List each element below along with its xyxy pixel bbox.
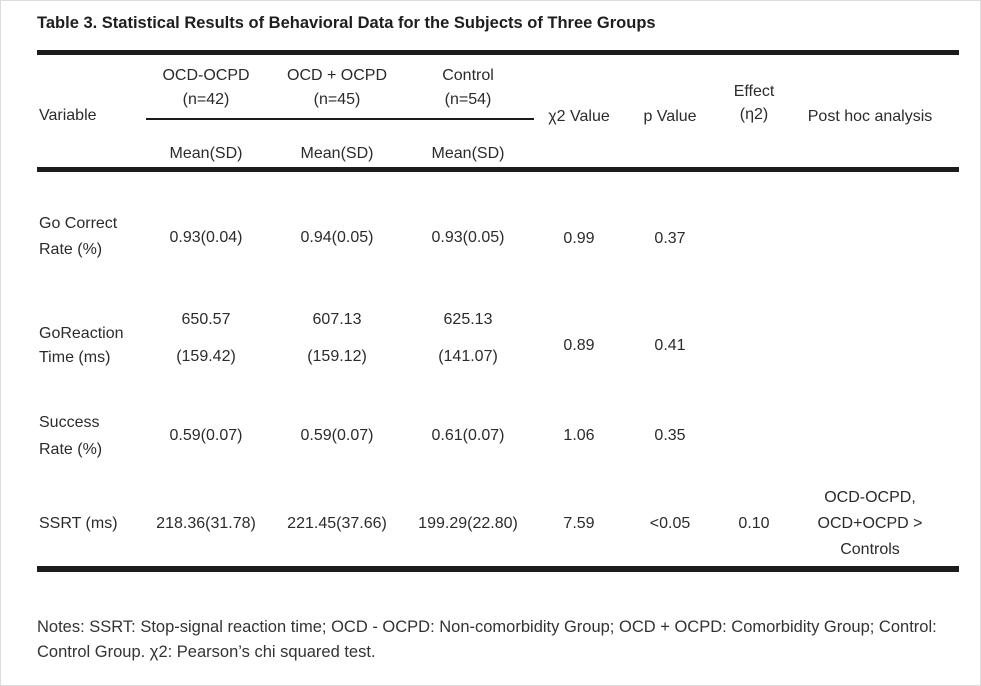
header-group2-name: OCD + OCPD	[286, 67, 388, 85]
header-p: p Value	[643, 108, 697, 126]
header-group1-n: (n=42)	[182, 91, 230, 109]
header-group1-name: OCD-OCPD	[162, 67, 250, 85]
row-variable-line2: Time (ms)	[39, 349, 111, 367]
header-group2-n: (n=45)	[313, 91, 361, 109]
header-chi2: χ2 Value	[548, 108, 610, 126]
header-group3-n: (n=54)	[444, 91, 492, 109]
row-variable-line1: GoReaction	[39, 325, 124, 343]
row-group3-value: 0.93(0.05)	[431, 229, 505, 247]
table-title: Table 3. Statistical Results of Behavior…	[37, 13, 656, 32]
header-group3-stat: Mean(SD)	[431, 145, 505, 163]
row-variable-line1: Success	[39, 414, 100, 432]
header-effect-line1: Effect	[733, 83, 775, 101]
row-group1-value: 0.93(0.04)	[169, 229, 243, 247]
row-posthoc-line1: OCD-OCPD,	[824, 489, 916, 507]
row-chi2-value: 1.06	[563, 427, 595, 445]
row-group3-value: 199.29(22.80)	[418, 515, 518, 533]
row-group3-value: 0.61(0.07)	[431, 427, 505, 445]
row-chi2-value: 7.59	[563, 515, 595, 533]
row-group1-value-line1: 650.57	[181, 311, 231, 329]
row-group2-value: 0.59(0.07)	[300, 427, 374, 445]
row-group3-value-line2: (141.07)	[438, 348, 498, 366]
header-variable: Variable	[39, 107, 97, 125]
row-group2-value: 221.45(37.66)	[287, 515, 387, 533]
row-posthoc-line3: Controls	[840, 541, 900, 559]
table-bottom-rule	[37, 566, 959, 572]
group-spanner-rule	[146, 118, 534, 120]
header-posthoc: Post hoc analysis	[807, 108, 933, 126]
header-effect-line2: (η2)	[739, 106, 769, 124]
row-variable-line1: Go Correct	[39, 215, 118, 233]
header-bottom-rule	[37, 167, 959, 172]
header-group1-stat: Mean(SD)	[169, 145, 243, 163]
row-variable-line2: Rate (%)	[39, 241, 103, 259]
row-group1-value: 218.36(31.78)	[156, 515, 256, 533]
table-notes: Notes: SSRT: Stop-signal reaction time; …	[37, 618, 937, 661]
header-group3-name: Control	[442, 67, 494, 85]
row-chi2-value: 0.99	[563, 230, 595, 248]
row-variable-line1: SSRT (ms)	[39, 515, 118, 533]
row-group2-value-line1: 607.13	[312, 311, 362, 329]
row-group2-value: 0.94(0.05)	[300, 229, 374, 247]
row-effect-value: 0.10	[738, 515, 770, 533]
row-group2-value-line2: (159.12)	[307, 348, 367, 366]
row-variable-line2: Rate (%)	[39, 441, 103, 459]
row-chi2-value: 0.89	[563, 337, 595, 355]
header-group2-stat: Mean(SD)	[300, 145, 374, 163]
row-p-value: 0.35	[654, 427, 686, 445]
row-p-value: <0.05	[649, 515, 691, 533]
row-posthoc-line2: OCD+OCPD >	[817, 515, 923, 533]
table-top-rule	[37, 50, 959, 55]
row-group1-value-line2: (159.42)	[176, 348, 236, 366]
row-group1-value: 0.59(0.07)	[169, 427, 243, 445]
row-p-value: 0.41	[654, 337, 686, 355]
row-p-value: 0.37	[654, 230, 686, 248]
row-group3-value-line1: 625.13	[443, 311, 493, 329]
